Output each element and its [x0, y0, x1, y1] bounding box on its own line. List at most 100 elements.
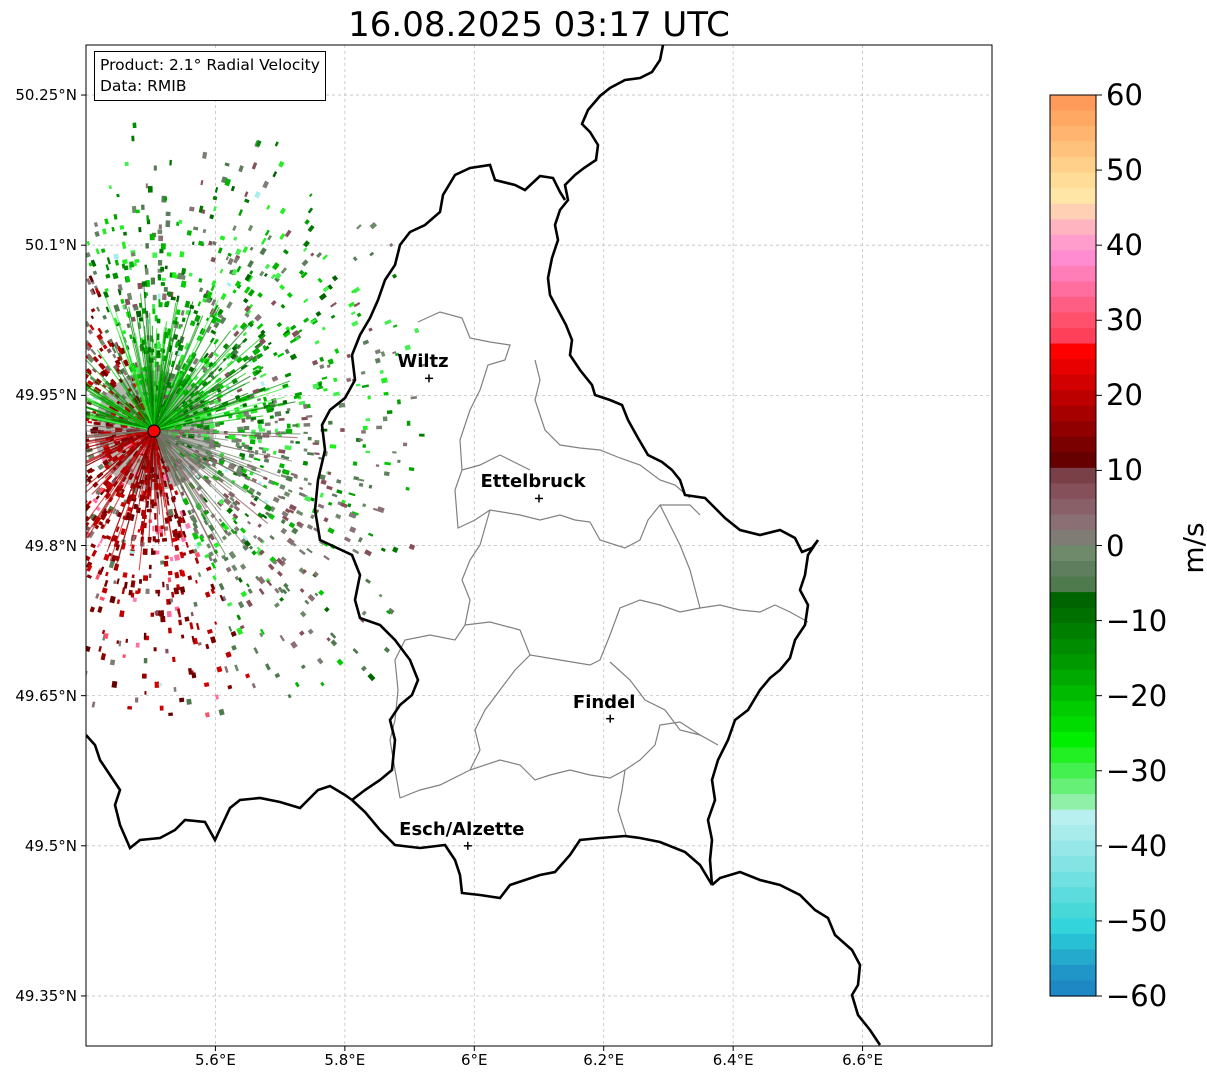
- radar-pixel: [316, 252, 323, 258]
- radar-pixel: [230, 185, 236, 192]
- radar-pixel: [130, 580, 136, 588]
- radar-pixel: [135, 475, 139, 480]
- radar-pixel: [118, 484, 124, 492]
- radar-streak: [153, 375, 233, 431]
- radar-pixel: [301, 259, 309, 267]
- radar-pixel: [163, 480, 168, 488]
- radar-pixel: [243, 411, 250, 416]
- radar-pixel: [298, 400, 306, 406]
- radar-pixel: [115, 341, 119, 346]
- radar-pixel: [298, 269, 305, 276]
- radar-pixel: [239, 322, 248, 331]
- radar-pixel: [101, 390, 108, 397]
- radar-pixel: [180, 634, 185, 639]
- radar-pixel: [220, 292, 227, 301]
- radar-pixel: [368, 532, 374, 537]
- radar-pixel: [121, 449, 127, 454]
- lat-tick-label: 49.35°N: [15, 986, 77, 1005]
- radar-pixel: [134, 258, 140, 263]
- radar-pixel: [233, 256, 239, 264]
- radar-pixel: [236, 627, 244, 636]
- radar-pixel: [290, 324, 297, 331]
- radar-pixel: [223, 529, 229, 534]
- city-label: Wiltz: [397, 351, 449, 373]
- radar-pixel: [270, 273, 277, 280]
- radar-pixel: [320, 479, 327, 485]
- radar-pixel: [257, 365, 262, 370]
- radar-pixel: [164, 265, 168, 270]
- lon-tick-label: 6.2°E: [583, 1051, 625, 1069]
- radar-pixel: [142, 548, 148, 555]
- radar-pixel: [245, 599, 253, 608]
- radar-pixel: [224, 468, 229, 473]
- colorbar-swatch: [1050, 203, 1096, 220]
- radar-pixel: [158, 610, 164, 617]
- radar-pixel: [288, 521, 296, 529]
- radar-pixel: [237, 601, 245, 609]
- radar-pixel: [102, 290, 110, 299]
- lon-tick-label: 6.4°E: [712, 1051, 754, 1069]
- radar-pixel: [135, 642, 140, 648]
- radar-pixel: [204, 426, 209, 429]
- radar-pixel: [247, 355, 255, 363]
- radar-pixel: [157, 293, 161, 300]
- radar-pixel: [281, 515, 289, 522]
- colorbar-tick-label: −20: [1106, 678, 1168, 713]
- radar-pixel: [172, 656, 176, 663]
- canton-border: [417, 311, 701, 549]
- radar-pixel: [361, 430, 366, 434]
- radar-pixel: [279, 597, 284, 602]
- radar-pixel: [242, 355, 250, 363]
- radar-pixel: [110, 554, 117, 563]
- radar-pixel: [151, 550, 156, 555]
- radar-streak: [86, 429, 155, 452]
- radar-pixel: [316, 385, 324, 390]
- radar-pixel: [191, 635, 195, 643]
- radar-pixel: [217, 367, 223, 372]
- radar-pixel: [299, 610, 307, 618]
- radar-pixel: [267, 563, 275, 571]
- radar-pixel: [170, 296, 176, 301]
- radar-pixel: [181, 516, 186, 524]
- radar-pixel: [100, 512, 108, 521]
- colorbar-swatch: [1050, 731, 1096, 749]
- radar-pixel: [154, 611, 159, 615]
- colorbar-swatch: [1050, 359, 1096, 376]
- radar-pixel: [272, 496, 280, 503]
- radar-pixel: [95, 593, 100, 599]
- radar-pixel: [165, 211, 171, 217]
- radar-streak: [153, 337, 215, 431]
- radar-pixel: [331, 493, 338, 498]
- colorbar-tick-label: 10: [1106, 453, 1143, 488]
- radar-pixel: [319, 474, 326, 481]
- radar-streak: [153, 339, 246, 431]
- radar-pixel: [310, 497, 315, 502]
- radar-pixel: [234, 343, 238, 348]
- radar-pixel: [283, 331, 291, 338]
- radar-pixel: [157, 229, 163, 235]
- radar-pixel: [284, 348, 290, 355]
- radar-pixel: [179, 251, 185, 258]
- radar-pixel: [303, 317, 310, 324]
- radar-pixel: [165, 648, 169, 654]
- radar-pixel: [191, 531, 200, 540]
- radar-pixel: [169, 159, 172, 166]
- radar-pixel: [249, 270, 254, 275]
- radar-pixel: [248, 545, 254, 550]
- radar-pixel: [232, 324, 239, 331]
- radar-pixel: [283, 491, 291, 498]
- colorbar: [1049, 94, 1102, 997]
- colorbar-tick-label: 50: [1106, 153, 1143, 188]
- radar-pixel: [90, 543, 97, 549]
- radar-pixel: [93, 221, 99, 228]
- radar-pixel: [145, 292, 148, 296]
- radar-pixel: [158, 682, 163, 687]
- radar-pixel: [192, 522, 199, 530]
- colorbar-swatch: [1050, 825, 1096, 842]
- radar-pixel: [102, 459, 110, 466]
- radar-pixel: [86, 499, 88, 505]
- radar-pixel: [314, 452, 320, 456]
- radar-streak: [136, 317, 155, 431]
- colorbar-swatch: [1050, 576, 1096, 593]
